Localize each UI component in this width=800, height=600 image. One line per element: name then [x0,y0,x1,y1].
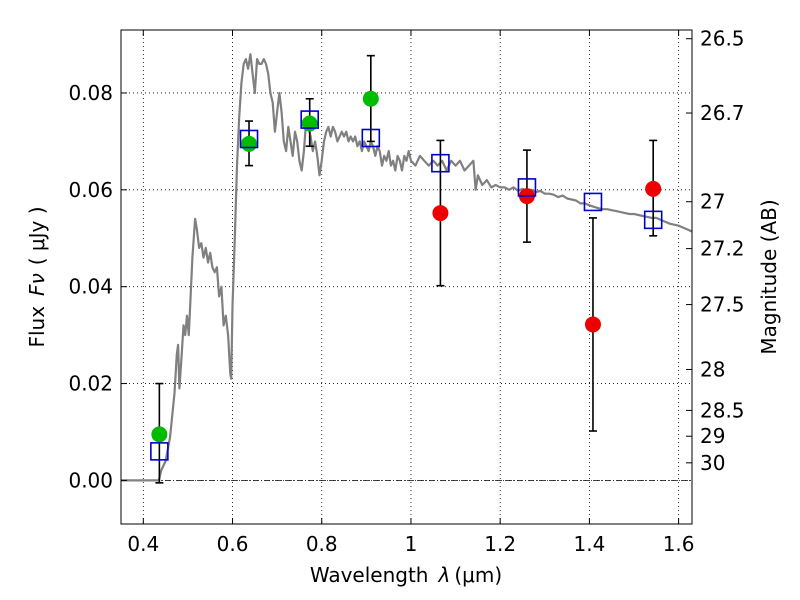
observed-point [432,205,449,222]
y-axis-label: FluxFν( μJy ) [25,206,49,347]
y-ticks: 0.00 0.02 0.04 0.06 0.08 [68,81,127,492]
x-tick-label: 0.8 [306,532,338,556]
observed-point [584,316,601,333]
x-tick-label: 1 [405,532,418,556]
model-point [643,210,663,230]
model-point [517,178,537,197]
error-bars [155,54,658,484]
y-tick-label: 0.04 [68,275,113,299]
right-tick-label: 28.5 [700,398,745,422]
x-tick-label: 1.4 [573,532,605,556]
grid [121,30,692,524]
right-tick-label: 30 [700,451,725,475]
right-tick-label: 26.7 [700,101,745,125]
right-ticks: 26.5 26.7 27 27.2 27.5 28 28.529 30 [686,27,745,475]
x-tick-label: 0.4 [127,532,159,556]
right-tick-label: 27 [700,190,725,214]
model-point [300,110,319,129]
x-ticks: 0.4 0.6 0.8 1 1.2 1.4 1.6 [127,30,695,556]
y-tick-label: 0.08 [68,81,113,105]
x-axis-label: Wavelength λ (μm) [310,563,502,587]
right-tick-label: 29 [700,424,725,448]
model-point [150,442,169,461]
observed-point [645,180,662,197]
model-point [431,153,450,173]
x-tick-label: 0.6 [217,532,249,556]
observed-point [301,115,318,132]
y-tick-label: 0.00 [68,468,113,492]
model-point [239,129,259,149]
right-tick-label: 27.2 [700,237,745,261]
model-photometry-points [150,110,663,461]
model-point [583,192,603,212]
observed-point [241,135,258,152]
x-tick-label: 1.2 [484,532,516,556]
model-spectrum [121,53,693,482]
right-tick-label: 27.5 [700,293,745,317]
right-tick-label: 26.5 [700,27,745,51]
observed-point [151,426,168,443]
right-axis-label: Magnitude (AB) [757,199,781,354]
right-tick-label: 28 [700,357,725,381]
y-tick-label: 0.02 [68,372,113,396]
observed-points [151,90,662,443]
observed-point [362,90,379,107]
y-tick-label: 0.06 [68,178,113,202]
model-point [361,128,381,148]
x-tick-label: 1.6 [663,532,695,556]
plot-frame [120,29,693,525]
spectrum-line [121,53,693,482]
